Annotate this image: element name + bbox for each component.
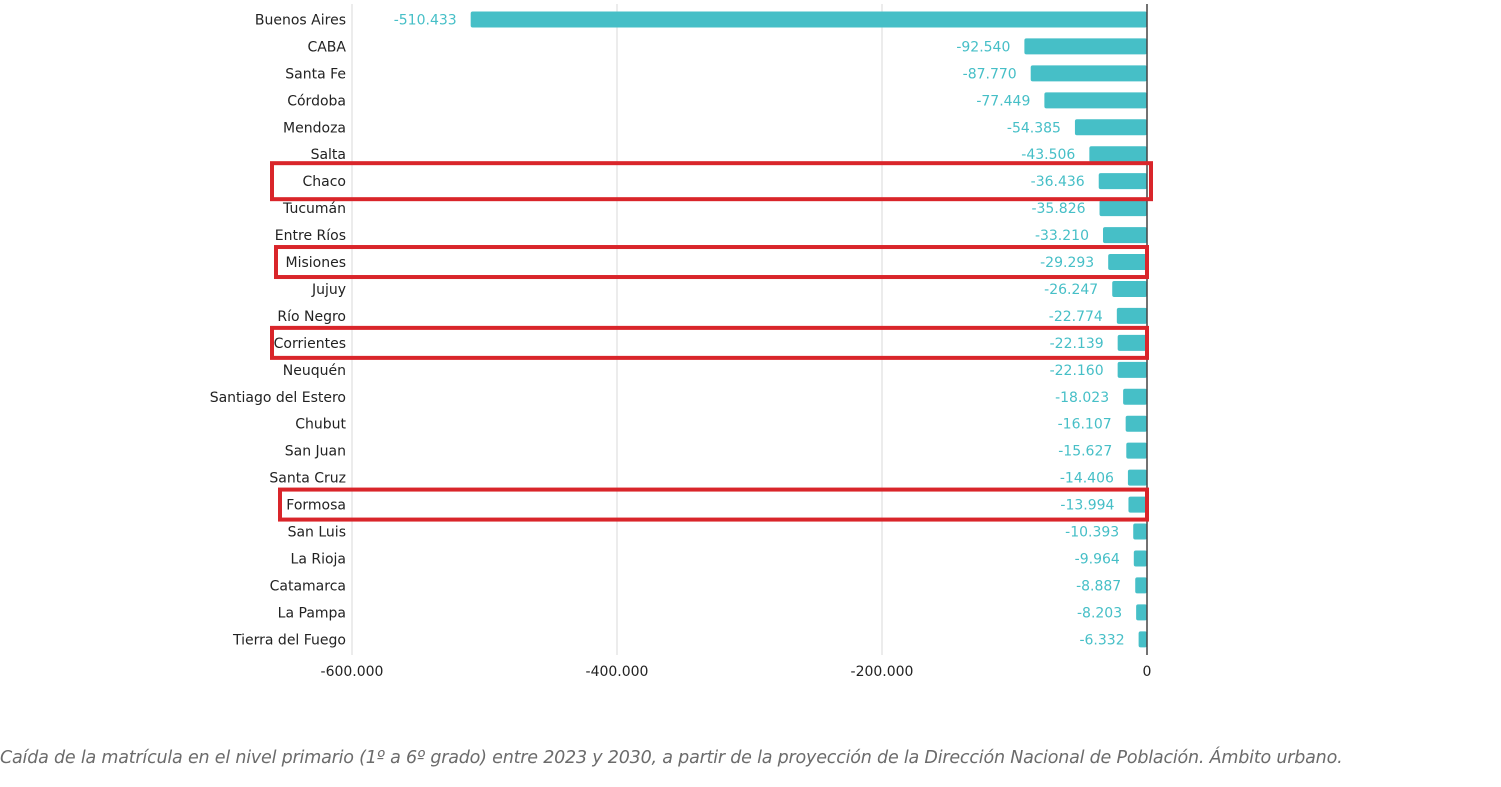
category-label: Río Negro xyxy=(277,309,346,325)
bar xyxy=(1099,200,1147,217)
chart-container: Buenos Aires -510.433 CABA -92.540 Santa Fe -… xyxy=(210,4,1153,680)
category-label: Formosa xyxy=(286,498,346,514)
bar xyxy=(1116,307,1147,324)
category-label: Catamarca xyxy=(270,578,346,594)
bar xyxy=(1030,65,1147,82)
bar xyxy=(1024,38,1147,55)
value-label: -36.436 xyxy=(1031,174,1085,190)
bar xyxy=(1123,388,1147,405)
bar xyxy=(1133,523,1147,540)
bar xyxy=(1108,254,1147,271)
value-label: -14.406 xyxy=(1060,471,1114,487)
tick-label: -600.000 xyxy=(321,664,384,680)
category-label: Chubut xyxy=(295,417,346,433)
category-label: Santa Cruz xyxy=(269,471,346,487)
value-label: -13.994 xyxy=(1060,498,1114,514)
category-label: Chaco xyxy=(303,174,347,190)
bar xyxy=(1117,361,1147,378)
value-label: -9.964 xyxy=(1075,551,1120,567)
value-label: -16.107 xyxy=(1058,417,1112,433)
bar xyxy=(1133,550,1147,567)
value-label: -77.449 xyxy=(976,93,1030,109)
bar xyxy=(1044,92,1147,109)
category-label: Santiago del Estero xyxy=(210,390,346,406)
bar xyxy=(1127,469,1147,486)
value-label: -18.023 xyxy=(1055,390,1109,406)
bar xyxy=(1125,415,1147,432)
value-label: -87.770 xyxy=(963,66,1017,82)
category-label: La Rioja xyxy=(291,551,346,567)
category-label: Tucumán xyxy=(282,201,346,217)
value-label: -510.433 xyxy=(394,12,457,28)
tick-label: -400.000 xyxy=(586,664,649,680)
value-label: -43.506 xyxy=(1021,147,1075,163)
category-label: CABA xyxy=(307,39,346,55)
value-label: -92.540 xyxy=(956,39,1010,55)
bar xyxy=(1074,119,1147,136)
highlight-box xyxy=(270,325,1149,360)
value-label: -22.160 xyxy=(1050,363,1104,379)
bar xyxy=(470,11,1147,28)
value-label: -10.393 xyxy=(1065,525,1119,541)
value-label: -22.774 xyxy=(1049,309,1103,325)
bar xyxy=(1126,442,1147,459)
category-label: La Pampa xyxy=(278,605,346,621)
value-label: -35.826 xyxy=(1031,201,1085,217)
highlight-box xyxy=(278,487,1149,522)
category-label: Misiones xyxy=(286,255,347,271)
tick-label: 0 xyxy=(1143,664,1152,680)
category-label: San Luis xyxy=(288,525,346,541)
value-label: -29.293 xyxy=(1040,255,1094,271)
bar xyxy=(1102,227,1147,244)
category-label: Buenos Aires xyxy=(255,12,346,28)
bar-chart: Buenos Aires -510.433 CABA -92.540 Santa Fe -… xyxy=(210,4,1153,680)
category-label: Mendoza xyxy=(283,120,346,136)
bar xyxy=(1128,496,1147,513)
bar xyxy=(1135,577,1147,594)
bar xyxy=(1136,604,1147,621)
category-label: Santa Fe xyxy=(285,66,346,82)
tick-label: -200.000 xyxy=(851,664,914,680)
bar xyxy=(1112,280,1147,297)
category-label: Corrientes xyxy=(274,336,346,352)
highlight-box xyxy=(274,245,1149,280)
value-label: -15.627 xyxy=(1058,444,1112,460)
highlight-box xyxy=(270,161,1153,202)
category-label: Salta xyxy=(311,147,346,163)
bar xyxy=(1117,334,1147,351)
chart-caption: Caída de la matrícula en el nivel primar… xyxy=(0,748,1343,768)
bar xyxy=(1098,173,1147,190)
category-label: San Juan xyxy=(285,444,346,460)
category-label: Neuquén xyxy=(283,363,346,379)
category-label: Córdoba xyxy=(287,93,346,109)
value-label: -8.887 xyxy=(1076,578,1121,594)
category-label: Entre Ríos xyxy=(275,228,346,244)
category-label: Jujuy xyxy=(311,282,346,298)
value-label: -6.332 xyxy=(1079,632,1124,648)
value-label: -22.139 xyxy=(1050,336,1104,352)
category-label: Tierra del Fuego xyxy=(232,632,346,648)
bar xyxy=(1138,631,1147,648)
bar xyxy=(1089,146,1147,163)
value-label: -33.210 xyxy=(1035,228,1089,244)
value-label: -8.203 xyxy=(1077,605,1122,621)
value-label: -26.247 xyxy=(1044,282,1098,298)
value-label: -54.385 xyxy=(1007,120,1061,136)
